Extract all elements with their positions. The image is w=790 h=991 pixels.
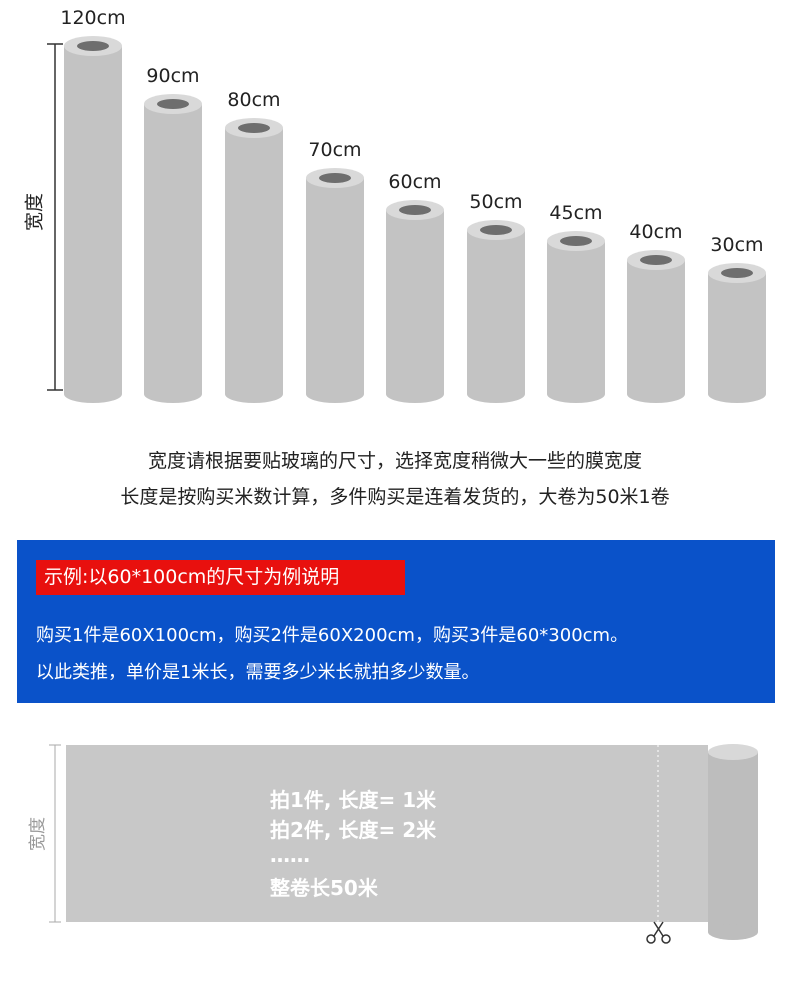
roll (708, 752, 758, 932)
roll-label: 90cm (146, 65, 199, 87)
note: 长度是按购买米数计算，多件购买是连着发货的，大卷为50米1卷 (120, 486, 670, 508)
diagram-line: 整卷长50米 (270, 876, 378, 900)
roll-core (480, 225, 512, 235)
roll-top (708, 744, 758, 760)
roll (386, 210, 444, 394)
roll-label: 120cm (60, 7, 125, 29)
roll-label: 80cm (227, 89, 280, 111)
roll (144, 104, 202, 394)
roll (64, 46, 122, 394)
example-line: 购买1件是60X100cm，购买2件是60X200cm，购买3件是60*300c… (36, 625, 629, 646)
roll-core (77, 41, 109, 51)
roll-bottom (467, 385, 525, 403)
roll-core (319, 173, 351, 183)
roll-bottom (708, 385, 766, 403)
roll-label: 70cm (308, 139, 361, 161)
roll-core (721, 268, 753, 278)
roll-core (238, 123, 270, 133)
roll-label: 50cm (469, 191, 522, 213)
roll-bottom (144, 385, 202, 403)
roll-bottom (708, 924, 758, 940)
roll-label: 40cm (629, 221, 682, 243)
axis-label: 宽度 (24, 193, 46, 231)
roll-core (560, 236, 592, 246)
roll (627, 260, 685, 394)
example-title: 示例:以60*100cm的尺寸为例说明 (36, 560, 405, 595)
scissors (646, 921, 671, 944)
roll-bottom (306, 385, 364, 403)
rolls: 120cm 90cm 80cm 70cm 60cm 50cm 45cm 40cm 30cm (60, 7, 766, 403)
roll-label: 30cm (710, 234, 763, 256)
note: 宽度请根据要贴玻璃的尺寸，选择宽度稍微大一些的膜宽度 (147, 450, 642, 472)
diagram-line: …… (270, 843, 310, 867)
roll (467, 230, 525, 394)
axis-label: 宽度 (28, 817, 48, 851)
roll-core (399, 205, 431, 215)
roll-bottom (386, 385, 444, 403)
roll-bottom (225, 385, 283, 403)
roll-label: 45cm (549, 202, 602, 224)
roll-bottom (64, 385, 122, 403)
roll (547, 241, 605, 394)
diagram-line: 拍1件, 长度= 1米 (270, 788, 437, 812)
example-panel: 示例:以60*100cm的尺寸为例说明 购买1件是60X100cm，购买2件是6… (17, 540, 775, 703)
film-sheet (66, 745, 708, 922)
roll-core (157, 99, 189, 109)
roll-bottom (547, 385, 605, 403)
roll (708, 273, 766, 394)
roll (306, 178, 364, 394)
diagram-line: 拍2件, 长度= 2米 (270, 818, 437, 842)
example-line: 以此类推，单价是1米长，需要多少米长就拍多少数量。 (36, 662, 480, 683)
roll (225, 128, 283, 394)
roll-core (640, 255, 672, 265)
roll-label: 60cm (388, 171, 441, 193)
roll-bottom (627, 385, 685, 403)
